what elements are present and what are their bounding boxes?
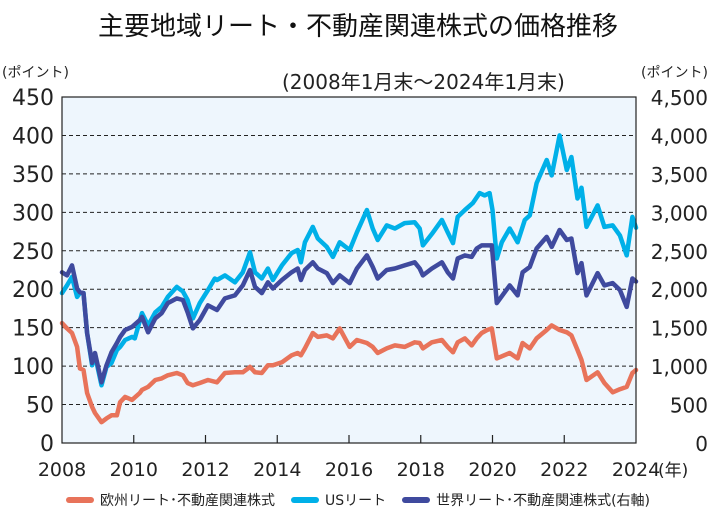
x-axis-tick-label: 2010 [110,459,158,481]
right-axis-tick-label: 1,500 [651,317,708,341]
x-axis-tick-label: 2022 [540,459,588,481]
series-line-europe [59,320,639,425]
left-axis-tick-label: 250 [12,240,54,265]
series-line-world [59,227,639,385]
x-axis-tick-label: 2012 [181,459,229,481]
plot-border [61,96,637,444]
left-axis-ticks: 0 50 100 150 200 250 300 350 400 450 [12,86,54,457]
legend-item-us: USリート [290,490,387,510]
left-axis-unit-label: (ポイント) [2,65,69,81]
legend: 欧州リート･不動産関連株式 USリート 世界リート･不動産関連株式(右軸) [0,488,716,512]
left-axis-tick-label: 200 [12,278,54,303]
right-axis-unit-label: (ポイント) [641,65,708,81]
plot-area [62,97,636,443]
legend-swatch-us [290,497,319,503]
left-axis-tick-label: 0 [40,432,54,457]
left-axis-tick-label: 150 [12,317,54,342]
legend-swatch-world [402,497,431,503]
chart-subtitle: (2008年1月末〜2024年1月末) [282,70,565,94]
x-axis-unit-label: (年) [658,461,688,481]
legend-item-europe: 欧州リート･不動産関連株式 [65,490,275,510]
legend-item-world: 世界リート･不動産関連株式(右軸) [402,490,650,510]
legend-label-us: USリート [324,493,387,509]
right-axis-tick-label: 3,000 [651,201,708,225]
right-axis-tick-label: 2,000 [651,278,708,302]
left-axis-tick-label: 300 [12,201,54,226]
x-axis-tick-label: 2008 [38,459,86,481]
legend-label-world: 世界リート･不動産関連株式(右軸) [436,493,651,509]
legend-swatch-europe [65,497,94,503]
x-axis-tick-label: 2014 [253,459,301,481]
left-axis-tick-label: 100 [12,355,54,380]
right-axis-tick-label: 2,500 [651,240,708,264]
right-axis-tick-label: 1,000 [651,355,708,379]
x-axis-tick-label: 2018 [397,459,445,481]
series-line-us [59,133,639,388]
x-axis-tick-label: 2024 [612,459,660,481]
left-axis-tick-label: 450 [12,86,54,111]
x-axis-ticks: 2008 2010 2012 2014 2016 2018 2020 2022 2024(年) [38,435,688,481]
right-axis-tick-label: 500 [670,394,708,418]
left-axis-tick-label: 400 [12,124,54,149]
x-axis-tick-label: 2020 [468,459,516,481]
right-axis-tick-label: 0 [695,432,708,456]
right-axis-tick-label: 3,500 [651,163,708,187]
x-axis-tick-label: 2016 [325,459,373,481]
right-axis-tick-label: 4,500 [651,86,708,110]
legend-label-europe: 欧州リート･不動産関連株式 [99,493,275,509]
left-axis-tick-label: 350 [12,163,54,188]
right-axis-tick-label: 4,000 [651,124,708,148]
chart-title: 主要地域リート・不動産関連株式の価格推移 [97,12,618,42]
left-axis-tick-label: 50 [26,394,54,419]
right-axis-ticks: 0 500 1,000 1,500 2,000 2,500 3,000 3,500 4,000 4… [651,86,708,456]
series-lines [59,133,639,425]
